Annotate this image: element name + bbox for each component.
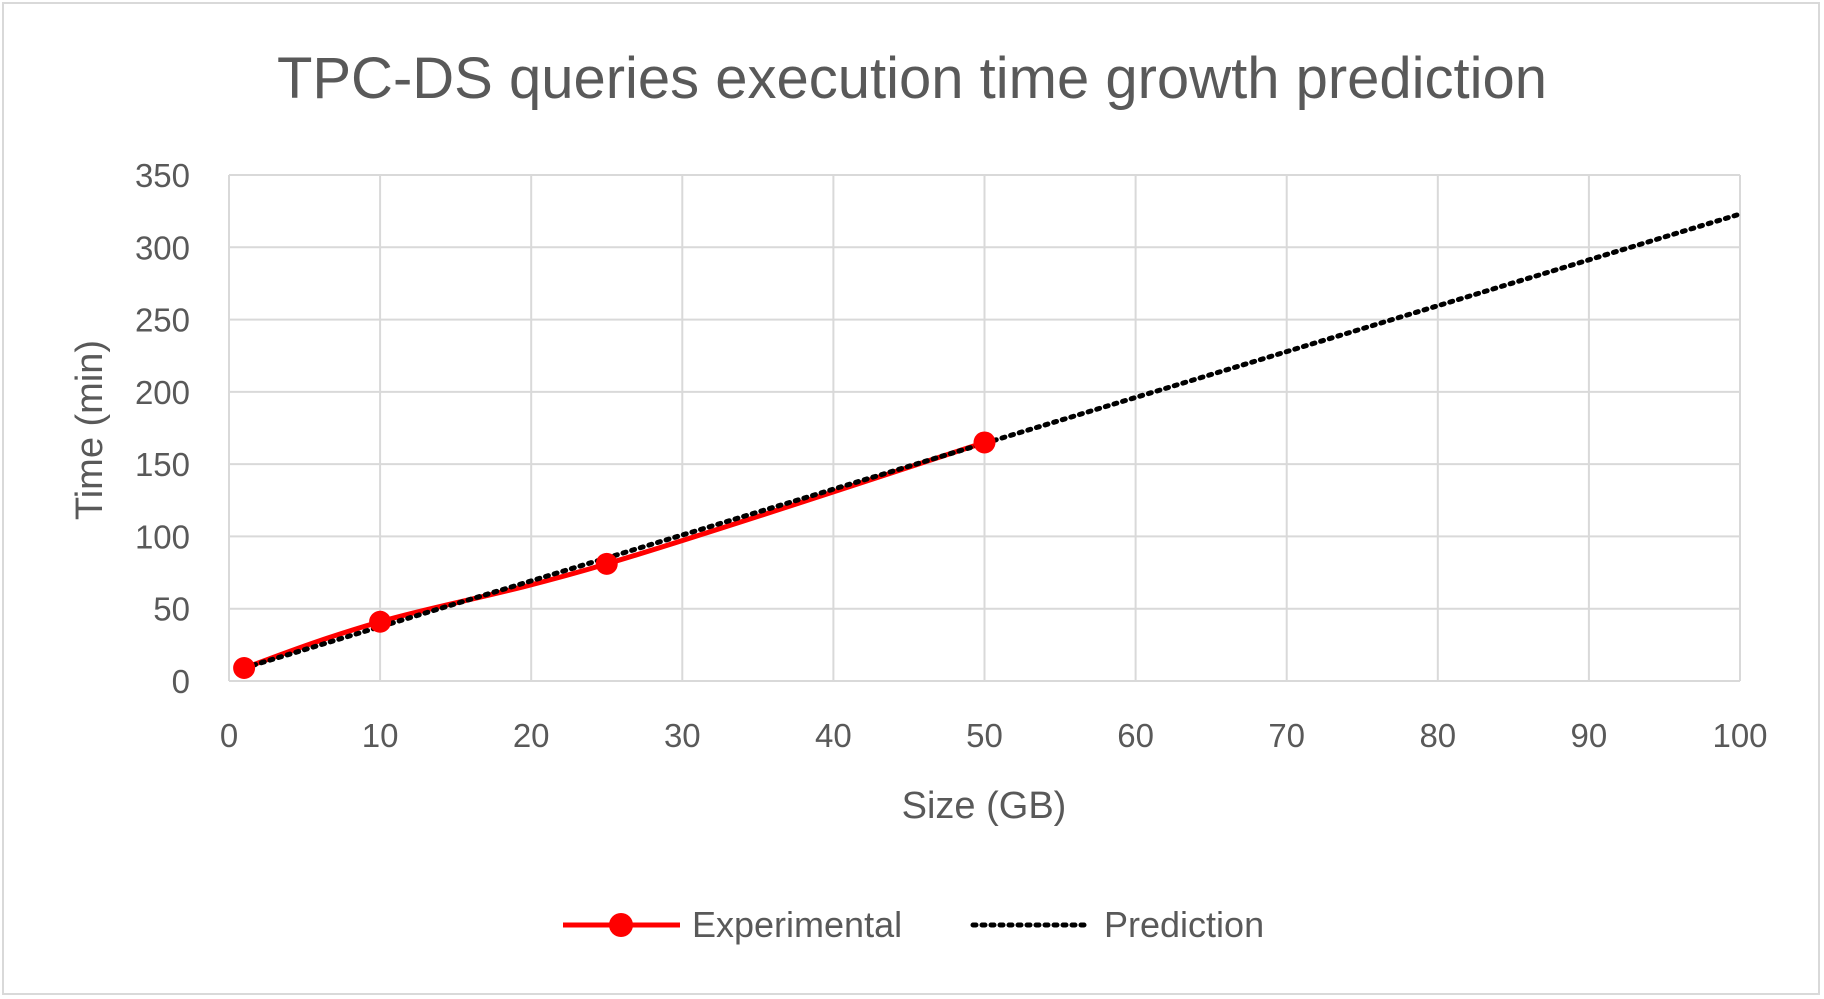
data-point-experimental [233,656,256,679]
x-tick-label: 100 [1712,717,1767,754]
x-tick-label: 30 [664,717,701,754]
x-tick-label: 50 [966,717,1003,754]
y-tick-label: 0 [172,663,190,700]
y-tick-label: 100 [135,518,190,555]
y-tick-label: 200 [135,374,190,411]
data-point-experimental [595,552,618,575]
data-point-experimental [973,431,996,454]
y-tick-labels: 0 50 100 150 200 250 300 350 [135,157,190,700]
x-tick-label: 90 [1571,717,1608,754]
legend-swatch-experimental-marker [609,913,633,937]
legend-item-prediction: Prediction [970,904,1264,945]
legend-label-prediction: Prediction [1104,904,1264,945]
x-tick-label: 0 [220,717,238,754]
plot-series [233,211,1743,679]
x-tick-label: 60 [1117,717,1154,754]
y-tick-label: 300 [135,229,190,266]
x-axis-title: Size (GB) [902,785,1067,827]
legend-item-experimental: Experimental [563,904,902,945]
data-point-experimental [369,610,392,633]
x-tick-labels: 0 10 20 30 40 50 60 70 80 90 100 [220,717,1768,754]
y-tick-label: 150 [135,446,190,483]
y-tick-label: 250 [135,302,190,339]
x-tick-label: 40 [815,717,852,754]
chart-title: TPC-DS queries execution time growth pre… [277,46,1547,111]
grid-lines [228,174,1741,682]
legend-label-experimental: Experimental [692,904,902,945]
series-line-experimental [243,440,986,671]
y-tick-label: 50 [153,591,190,628]
x-tick-label: 10 [362,717,399,754]
x-tick-label: 70 [1268,717,1305,754]
x-tick-label: 80 [1419,717,1456,754]
legend: Experimental Prediction [563,904,1264,945]
y-tick-label: 350 [135,157,190,194]
x-tick-label: 20 [513,717,550,754]
y-axis-title: Time (min) [69,340,111,520]
